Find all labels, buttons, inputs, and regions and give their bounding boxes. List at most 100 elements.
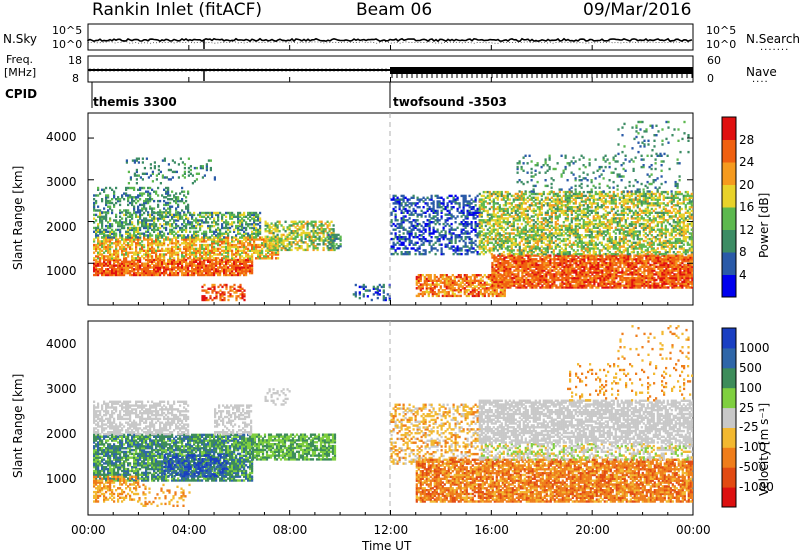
- rti-cell: [571, 254, 574, 257]
- rti-cell: [521, 260, 524, 263]
- rti-cell: [475, 285, 478, 288]
- rti-cell: [209, 166, 212, 170]
- rti-cell: [507, 267, 510, 270]
- rti-cell: [153, 226, 156, 230]
- rti-cell: [239, 221, 242, 224]
- rti-cell: [459, 275, 462, 279]
- rti-cell: [437, 277, 440, 281]
- rti-cell: [243, 236, 246, 239]
- rti-cell: [169, 271, 172, 275]
- rti-cell: [466, 221, 469, 224]
- rti-cell: [579, 269, 582, 272]
- rti-cell: [257, 243, 260, 247]
- rti-cell: [629, 258, 632, 261]
- rti-cell: [245, 238, 248, 241]
- rti-cell: [93, 257, 96, 260]
- rti-cell: [129, 238, 132, 241]
- rti-cell: [412, 243, 415, 246]
- rti-cell: [579, 284, 582, 287]
- rti-cell: [221, 268, 224, 271]
- rti-cell: [101, 224, 104, 228]
- rti-cell: [245, 215, 248, 218]
- rti-cell: [155, 255, 158, 258]
- rti-cell: [507, 273, 510, 276]
- rti-cell: [231, 255, 234, 258]
- rti-cell: [329, 239, 332, 242]
- rti-cell: [467, 279, 470, 282]
- rti-cell: [460, 247, 463, 250]
- rti-cell: [93, 238, 96, 241]
- rti-cell: [235, 264, 238, 267]
- rti-cell: [583, 263, 586, 267]
- rti-cell: [553, 269, 556, 272]
- rti-cell: [312, 231, 315, 235]
- rti-cell: [141, 157, 144, 160]
- rti-cell: [316, 231, 319, 235]
- rti-cell: [537, 254, 540, 257]
- rti-cell: [135, 258, 138, 262]
- rti-cell: [229, 226, 232, 230]
- rti-cell: [551, 265, 554, 268]
- rti-cell: [441, 294, 444, 298]
- rti-cell: [249, 236, 252, 239]
- rti-cell: [257, 230, 260, 233]
- rti-cell: [219, 258, 222, 262]
- rti-cell: [99, 243, 102, 247]
- rti-cell: [231, 270, 234, 273]
- rti-cell: [165, 270, 168, 273]
- rti-cell: [151, 242, 154, 245]
- rti-cell: [431, 279, 434, 282]
- rti-cell: [125, 240, 128, 243]
- rti-cell: [611, 260, 614, 263]
- rti-cell: [261, 253, 264, 256]
- rti-cell: [511, 263, 514, 267]
- rti-cell: [452, 252, 455, 256]
- rti-cell: [523, 271, 526, 274]
- rti-cell: [412, 236, 415, 239]
- rti-cell: [175, 196, 178, 199]
- rti-cell: [245, 221, 248, 224]
- rti-cell: [332, 230, 335, 233]
- rti-cell: [617, 269, 620, 272]
- rti-cell: [199, 165, 202, 168]
- rti-cell: [561, 256, 564, 259]
- rti-cell: [402, 217, 405, 220]
- rti-cell: [177, 268, 180, 271]
- rti-cell: [213, 273, 216, 277]
- rti-cell: [398, 198, 401, 201]
- rti-cell: [197, 273, 200, 277]
- rti-cell: [119, 247, 122, 251]
- rti-cell: [296, 243, 299, 246]
- rti-cell: [501, 265, 504, 268]
- rti-cell: [286, 248, 289, 252]
- rti-cell: [515, 269, 518, 272]
- rti-cell: [217, 234, 220, 237]
- rti-cell: [605, 269, 608, 272]
- rti-cell: [499, 289, 502, 292]
- rti-cell: [396, 226, 399, 229]
- rti-cell: [121, 270, 124, 273]
- rti-cell: [445, 277, 448, 281]
- rti-cell: [259, 257, 262, 260]
- rti-cell: [481, 285, 484, 288]
- rti-cell: [400, 224, 403, 228]
- rti-cell: [237, 251, 240, 254]
- rti-cell: [432, 207, 435, 211]
- rti-cell: [276, 230, 279, 233]
- rti-cell: [187, 211, 190, 214]
- rti-cell: [454, 200, 457, 203]
- rti-cell: [131, 234, 134, 237]
- rti-cell: [173, 242, 176, 245]
- rti-cell: [607, 276, 610, 280]
- rti-cell: [408, 217, 411, 220]
- rti-cell: [583, 261, 586, 265]
- rti-cell: [447, 277, 450, 281]
- rti-cell: [435, 294, 438, 298]
- rti-cell: [337, 245, 340, 248]
- rti-cell: [264, 243, 267, 246]
- rti-cell: [227, 258, 230, 262]
- rti-cell: [99, 213, 102, 217]
- rti-cell: [175, 273, 178, 277]
- rti-cell: [418, 222, 421, 226]
- rti-cell: [471, 279, 474, 282]
